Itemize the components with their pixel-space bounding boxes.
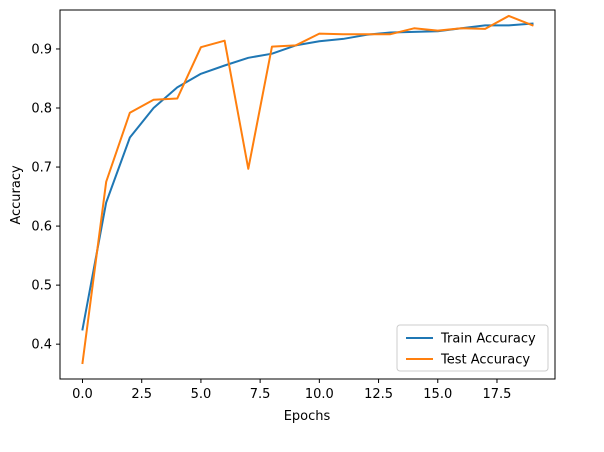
x-tick-label: 10.0 [305, 387, 334, 402]
x-tick-label: 0.0 [72, 387, 93, 402]
plot-area [60, 10, 555, 379]
y-tick-label: 0.6 [31, 220, 52, 235]
x-tick-label: 12.5 [364, 387, 393, 402]
y-axis-ticks: 0.4 0.5 0.6 0.7 0.8 0.9 [31, 42, 60, 353]
x-tick-label: 7.5 [250, 387, 271, 402]
x-axis-ticks: 0.0 2.5 5.0 7.5 10.0 12.5 15.0 17.5 [72, 379, 511, 402]
legend-label-train-accuracy: Train Accuracy [440, 332, 536, 347]
x-tick-label: 15.0 [423, 387, 452, 402]
series-lines [81, 14, 534, 365]
y-tick-label: 0.5 [31, 279, 52, 294]
y-tick-label: 0.7 [31, 161, 52, 176]
x-axis-label: Epochs [284, 409, 331, 424]
legend: Train Accuracy Test Accuracy [396, 324, 549, 372]
legend-box [396, 324, 549, 372]
plot-frame [59, 9, 556, 380]
x-tick-label: 17.5 [482, 387, 511, 402]
x-tick-label: 2.5 [131, 387, 152, 402]
y-axis-label: Accuracy [9, 165, 24, 225]
series-line-test-accuracy [81, 14, 534, 365]
y-tick-label: 0.9 [31, 42, 52, 57]
x-tick-label: 5.0 [191, 387, 212, 402]
y-tick-label: 0.8 [31, 102, 52, 117]
legend-label-test-accuracy: Test Accuracy [440, 353, 530, 368]
y-tick-label: 0.4 [31, 338, 52, 353]
